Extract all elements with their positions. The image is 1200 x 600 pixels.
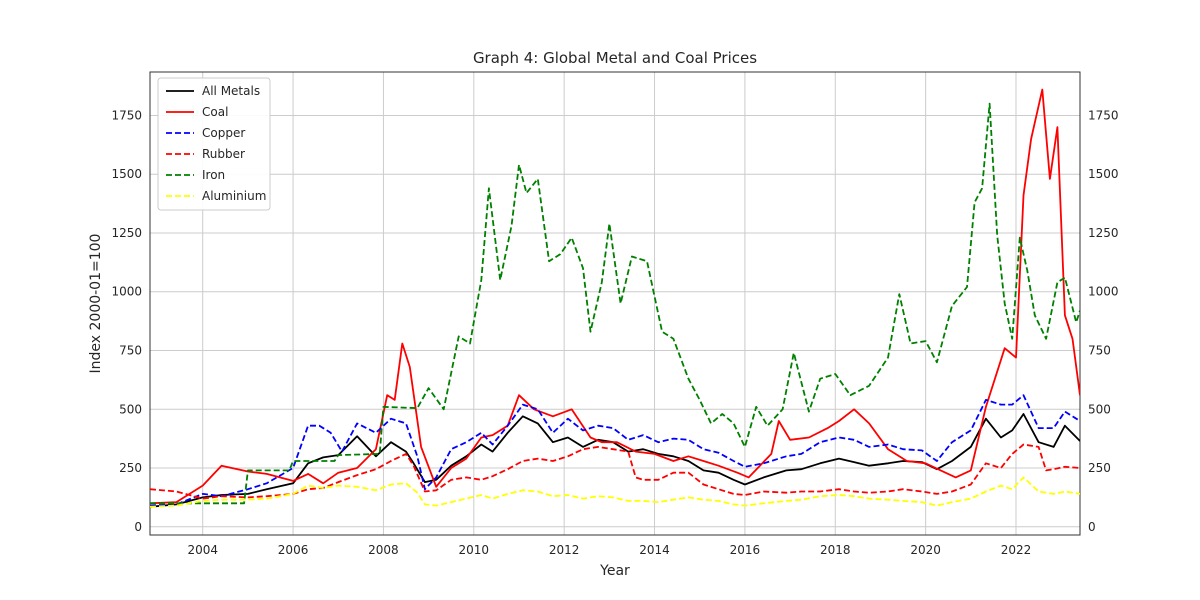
legend-label-rubber: Rubber [202,147,245,161]
y-tick-label-right: 500 [1088,402,1111,416]
y-tick-label-left: 1000 [111,285,142,299]
legend: All Metals Coal Copper Rubber Iron Aluminium [157,77,271,211]
series-line-coal [150,88,1080,505]
x-tick-label: 2020 [910,543,941,557]
x-tick-label: 2006 [278,543,309,557]
y-tick-label-right: 750 [1088,344,1111,358]
y-tick-label-right: 250 [1088,461,1111,475]
legend-label-all-metals: All Metals [202,84,260,98]
y-tick-label-right: 1750 [1088,108,1119,122]
series-line-iron [150,102,1080,505]
x-tick-label: 2014 [639,543,670,557]
x-tick-label: 2012 [549,543,580,557]
x-tick-label: 2016 [730,543,761,557]
y-tick-label-left: 1750 [111,108,142,122]
y-tick-label-right: 1500 [1088,167,1119,181]
chart-title: Graph 4: Global Metal and Coal Prices [473,49,757,67]
legend-label-iron: Iron [202,168,225,182]
axes: 2004 2006 2008 2010 2012 2014 2016 2018 2020 2022… [111,108,1118,557]
grid [150,72,1080,535]
y-tick-label-right: 1250 [1088,226,1119,240]
y-tick-label-left: 1250 [111,226,142,240]
y-tick-label-left: 500 [119,402,142,416]
y-axis-title: Index 2000-01=100 [88,234,104,374]
x-tick-label: 2022 [1001,543,1032,557]
y-tick-label-right: 0 [1088,520,1096,534]
x-tick-label: 2018 [820,543,851,557]
legend-label-aluminium: Aluminium [202,189,266,203]
y-tick-label-left: 750 [119,344,142,358]
legend-box [157,77,271,211]
x-tick-label: 2010 [459,543,490,557]
y-tick-label-right: 1000 [1088,285,1119,299]
series-line-rubber [150,443,1080,500]
y-tick-label-left: 1500 [111,167,142,181]
series-line-aluminium [150,476,1080,508]
x-axis-title: Year [599,563,630,579]
x-tick-label: 2008 [368,543,399,557]
series-lines [150,88,1080,508]
series-line-all-metals [150,413,1080,508]
legend-label-coal: Coal [202,105,228,119]
series-line-copper [150,394,1080,507]
legend-label-copper: Copper [202,126,245,140]
plot-area-frame [149,71,1081,536]
y-tick-label-left: 0 [134,520,142,534]
y-tick-label-left: 250 [119,461,142,475]
x-tick-label: 2004 [187,543,218,557]
